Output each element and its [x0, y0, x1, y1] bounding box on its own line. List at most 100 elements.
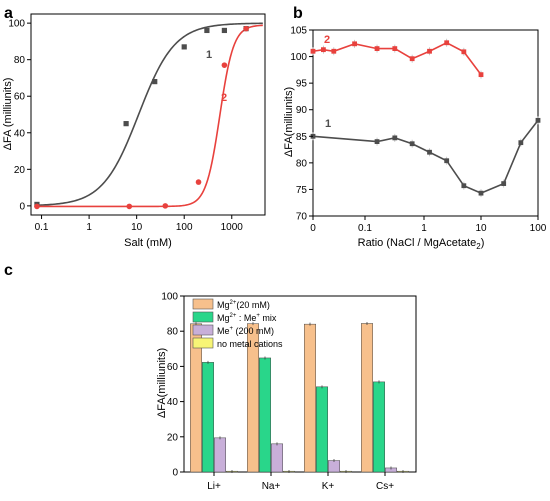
x-tick-label-a: 10: [131, 222, 143, 233]
y-tick-label-a: 60: [14, 92, 26, 103]
category-label-Cs+: Cs+: [376, 481, 394, 492]
x-tick-label-b: 100: [530, 223, 547, 234]
x-tick-label-b: 0: [310, 223, 316, 234]
data-point-a-2: [195, 179, 202, 185]
fit-curve-a-2: [36, 24, 263, 208]
x-axis-label-a: Salt (mM): [124, 237, 172, 249]
data-point-b-2: [444, 40, 450, 46]
data-point-b-2: [478, 72, 484, 78]
series-label-b-2: 2: [324, 34, 330, 46]
legend-label-mix: Mg2+ : Me+ mix: [217, 313, 277, 323]
data-point-b-1: [444, 158, 450, 164]
bar-Li+-2: [214, 437, 226, 473]
data-point-a-2: [221, 62, 228, 68]
panel-label-b: b: [293, 5, 303, 22]
y-tick-label-a: 80: [14, 55, 26, 66]
legend-label-mix-main: Mg: [217, 313, 230, 323]
data-point-b-2: [392, 46, 398, 51]
x-tick-label-a: 1: [86, 222, 92, 233]
legend-label-mix-sup2: +: [256, 313, 260, 319]
x-tick-label-b: 1: [421, 223, 427, 234]
y-tick-label-c: 100: [161, 292, 178, 303]
plot-frame-c: [183, 295, 417, 473]
x-tick-label-b: 0.1: [358, 223, 372, 234]
y-tick-label-a: 0: [19, 201, 25, 212]
bar-Na+-2: [271, 443, 283, 473]
y-axis-label-b: ΔFA(milliunits): [283, 87, 295, 157]
panel-label-c: c: [4, 262, 13, 279]
data-point-b-2: [409, 56, 415, 62]
data-point-b-1: [478, 190, 484, 196]
legend-label-me-main: Me: [217, 326, 230, 336]
legend-label-me: Me+ (200 mM): [217, 326, 274, 336]
legend-swatch-me: [192, 324, 214, 336]
y-tick-label-c: 80: [167, 327, 179, 338]
data-point-b-2: [374, 46, 380, 51]
data-point-a-1: [221, 27, 227, 34]
y-axis-label-a: ΔFA (milliunits): [2, 78, 14, 151]
data-point-b-1: [409, 141, 415, 147]
y-tick-label-a: 100: [8, 19, 25, 30]
data-point-a-2: [243, 25, 249, 32]
y-tick-label-a: 20: [14, 165, 26, 176]
y-tick-label-c: 40: [167, 397, 179, 408]
legend-label-mg: Mg2+(20 mM): [217, 300, 270, 310]
x-axis-label-b-sub: 2: [476, 242, 481, 251]
y-tick-label-b: 95: [296, 79, 308, 90]
legend-label-me-sup: +: [230, 326, 234, 332]
data-point-b-1: [518, 140, 524, 146]
bar-Cs+-0: [361, 323, 373, 473]
plot-frame-b: [312, 29, 539, 217]
x-axis-label-b-main: Ratio (NaCl / MgAcetate: [358, 237, 477, 249]
legend-swatch-none: [192, 337, 214, 349]
x-tick-label-a: 100: [176, 222, 193, 233]
category-label-Na+: Na+: [262, 481, 281, 492]
legend-swatch-mix: [192, 311, 214, 323]
x-axis-label-b-tail: ): [481, 237, 485, 249]
fit-curve-a-1: [36, 22, 263, 207]
data-point-b-2: [310, 48, 316, 54]
series-label-a-1: 1: [206, 49, 212, 61]
data-point-b-2: [352, 41, 357, 47]
y-tick-label-a: 40: [14, 128, 26, 139]
legend-c: Mg2+(20 mM) Mg2+ : Me+ mix Me+ (200 mM) …: [192, 298, 283, 349]
bar-Cs+-1: [373, 381, 385, 473]
legend-label-none: no metal cations: [217, 339, 283, 349]
category-label-Li+: Li+: [207, 481, 221, 492]
y-tick-label-c: 60: [167, 362, 179, 373]
data-point-b-1: [427, 149, 432, 155]
bar-Li+-1: [202, 362, 214, 473]
x-tick-label-b: 10: [475, 223, 487, 234]
y-tick-label-b: 85: [296, 132, 308, 143]
data-point-b-1: [461, 183, 467, 189]
x-tick-label-a: 0.1: [35, 222, 49, 233]
data-point-b-2: [461, 49, 467, 55]
data-point-a-2: [126, 203, 133, 210]
data-point-b-1: [501, 181, 507, 186]
data-point-a-1: [152, 79, 158, 85]
data-point-b-1: [392, 135, 398, 141]
legend-label-mix-tail2: mix: [260, 313, 277, 323]
legend-label-mg-sup: 2+: [230, 300, 237, 306]
bar-K+-1: [316, 386, 328, 473]
legend-label-mg-tail: (20 mM): [236, 300, 270, 310]
legend-label-mix-tail: : Me: [236, 313, 256, 323]
data-point-b-1: [535, 117, 541, 123]
y-tick-label-b: 75: [296, 185, 308, 196]
legend-label-me-tail: (200 mM): [233, 326, 274, 336]
plot-frame-a: [30, 13, 266, 216]
data-point-a-1: [181, 44, 187, 50]
y-tick-label-b: 105: [290, 26, 307, 37]
y-tick-label-c: 0: [172, 468, 178, 479]
bar-K+-0: [304, 323, 316, 473]
x-tick-label-a: 1000: [221, 222, 244, 233]
data-point-b-2: [331, 48, 337, 54]
y-tick-label-c: 20: [167, 432, 179, 443]
series-label-a-2: 2: [221, 92, 227, 104]
data-point-b-2: [427, 48, 432, 54]
data-point-b-2: [321, 47, 326, 53]
chart-panel-b: 0 0.1 1 10 100 70 75 80 85 90 95 100 105 2 1 Ratio (…: [283, 26, 547, 252]
